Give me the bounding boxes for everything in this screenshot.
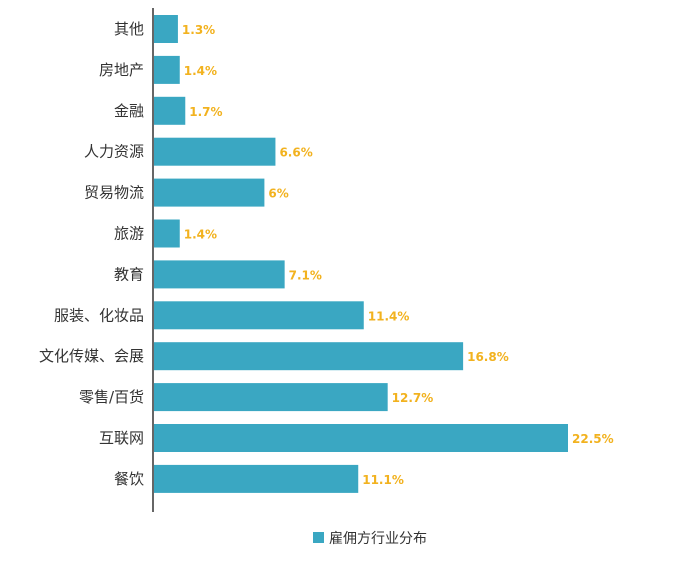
bar: [154, 137, 276, 166]
bar: [154, 383, 388, 412]
data-label: 1.4%: [184, 64, 217, 78]
bar: [154, 178, 265, 207]
data-label: 22.5%: [572, 432, 614, 446]
bar: [154, 260, 285, 289]
bar: [154, 424, 568, 452]
bar: [154, 464, 359, 493]
data-label: 16.8%: [467, 350, 509, 364]
category-label: 零售/百货: [79, 388, 144, 406]
category-label: 其他: [114, 20, 144, 38]
data-label: 7.1%: [289, 268, 322, 282]
bar: [154, 219, 180, 248]
data-label: 11.4%: [368, 309, 410, 323]
category-label: 旅游: [114, 225, 144, 243]
bar: [154, 342, 464, 371]
bar: [154, 55, 180, 84]
value-labels: 1.3% 1.4% 1.7% 6.6% 6% 1.4% 7.1% 11.4% 16.8% 12.7…: [182, 23, 614, 487]
data-label: 12.7%: [392, 391, 434, 405]
legend: 雇佣方行业分布: [313, 530, 427, 547]
category-label: 餐饮: [114, 470, 144, 488]
category-label: 服装、化妆品: [54, 306, 144, 324]
bar: [154, 301, 364, 330]
category-label: 房地产: [99, 61, 144, 79]
data-label: 1.7%: [189, 105, 222, 119]
category-label: 人力资源: [84, 143, 144, 161]
legend-label: 雇佣方行业分布: [329, 530, 427, 547]
data-label: 1.4%: [184, 228, 217, 242]
bar: [154, 15, 178, 43]
category-label: 教育: [114, 265, 144, 283]
bar: [154, 96, 186, 125]
category-label: 文化传媒、会展: [39, 347, 144, 365]
category-label: 金融: [114, 102, 144, 120]
category-label: 贸易物流: [84, 184, 144, 202]
data-label: 6%: [268, 187, 288, 201]
data-label: 1.3%: [182, 23, 215, 37]
bars-layer: [154, 15, 568, 493]
category-label: 互联网: [99, 429, 144, 447]
data-label: 6.6%: [279, 146, 312, 160]
category-labels: 其他房地产金融人力资源贸易物流旅游教育服装、化妆品文化传媒、会展零售/百货互联网…: [39, 20, 144, 488]
legend-swatch: [313, 532, 324, 543]
data-label: 11.1%: [362, 473, 404, 487]
